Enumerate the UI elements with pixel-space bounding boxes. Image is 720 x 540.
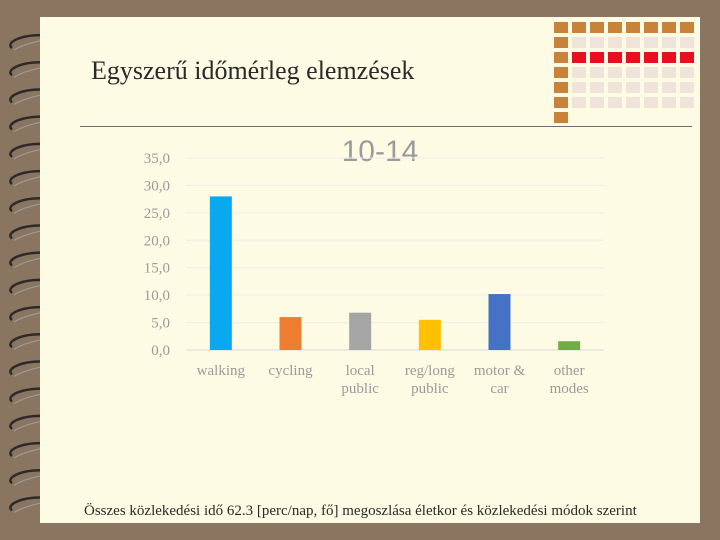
- grid-cell: [572, 82, 586, 93]
- grid-cell: [680, 97, 694, 108]
- grid-cell: [554, 112, 568, 123]
- grid-cell: [662, 82, 676, 93]
- x-category-label: other: [554, 363, 585, 379]
- chart-title: 10-14: [342, 135, 419, 168]
- grid-cell: [554, 37, 568, 48]
- x-category-label: modes: [550, 381, 589, 397]
- grid-cell: [572, 22, 586, 33]
- grid-cell: [572, 97, 586, 108]
- grid-cell: [572, 67, 586, 78]
- grid-cell: [662, 52, 676, 63]
- grid-cell: [662, 37, 676, 48]
- grid-cell: [662, 97, 676, 108]
- grid-cell: [590, 52, 604, 63]
- grid-cell: [644, 22, 658, 33]
- y-tick-label: 35,0: [144, 151, 170, 167]
- x-category-label: motor &: [474, 363, 526, 379]
- bar-2: [349, 312, 372, 350]
- x-category-label: car: [490, 381, 508, 397]
- grid-cell: [644, 37, 658, 48]
- bar-3: [418, 319, 441, 350]
- x-category-label: public: [411, 381, 449, 397]
- grid-cell: [608, 22, 622, 33]
- grid-cell: [644, 82, 658, 93]
- grid-cell: [644, 97, 658, 108]
- y-tick-label: 5,0: [151, 316, 170, 332]
- x-category-label: public: [341, 381, 379, 397]
- grid-cell: [572, 37, 586, 48]
- y-tick-label: 20,0: [144, 233, 170, 249]
- slide-title: Egyszerű időmérleg elemzések: [91, 56, 415, 85]
- bar-4: [488, 294, 511, 350]
- bar-0: [209, 196, 232, 350]
- grid-cell: [662, 22, 676, 33]
- y-tick-label: 0,0: [151, 343, 170, 359]
- bar-1: [279, 317, 302, 350]
- grid-cell: [626, 97, 640, 108]
- x-category-label: walking: [197, 363, 246, 379]
- grid-cell: [626, 82, 640, 93]
- slide-caption: Összes közlekedési idő 62.3 [perc/nap, f…: [84, 503, 637, 519]
- y-tick-label: 25,0: [144, 206, 170, 222]
- grid-cell: [680, 37, 694, 48]
- grid-cell: [626, 52, 640, 63]
- grid-cell: [644, 67, 658, 78]
- grid-cell: [680, 67, 694, 78]
- grid-cell: [662, 67, 676, 78]
- grid-cell: [554, 97, 568, 108]
- x-category-label: cycling: [268, 363, 313, 379]
- grid-cell: [554, 82, 568, 93]
- y-tick-label: 10,0: [144, 288, 170, 304]
- bar-5: [558, 341, 581, 350]
- grid-cell: [590, 22, 604, 33]
- grid-cell: [626, 37, 640, 48]
- grid-cell: [680, 22, 694, 33]
- decorative-grid: [552, 20, 696, 124]
- x-category-label: local: [346, 363, 375, 379]
- grid-cell: [572, 52, 586, 63]
- grid-cell: [590, 37, 604, 48]
- grid-cell: [590, 97, 604, 108]
- grid-cell: [608, 37, 622, 48]
- grid-cell: [554, 67, 568, 78]
- x-category-label: reg/long: [405, 363, 455, 379]
- grid-cell: [680, 82, 694, 93]
- grid-cell: [590, 82, 604, 93]
- grid-cell: [608, 82, 622, 93]
- y-tick-label: 30,0: [144, 178, 170, 194]
- grid-cell: [644, 52, 658, 63]
- grid-cell: [608, 67, 622, 78]
- grid-cell: [608, 52, 622, 63]
- title-divider: [80, 126, 692, 127]
- grid-cell: [626, 22, 640, 33]
- grid-cell: [590, 67, 604, 78]
- grid-cell: [626, 67, 640, 78]
- grid-cell: [554, 52, 568, 63]
- grid-cell: [608, 97, 622, 108]
- y-tick-label: 15,0: [144, 261, 170, 277]
- grid-cell: [680, 52, 694, 63]
- grid-cell: [554, 22, 568, 33]
